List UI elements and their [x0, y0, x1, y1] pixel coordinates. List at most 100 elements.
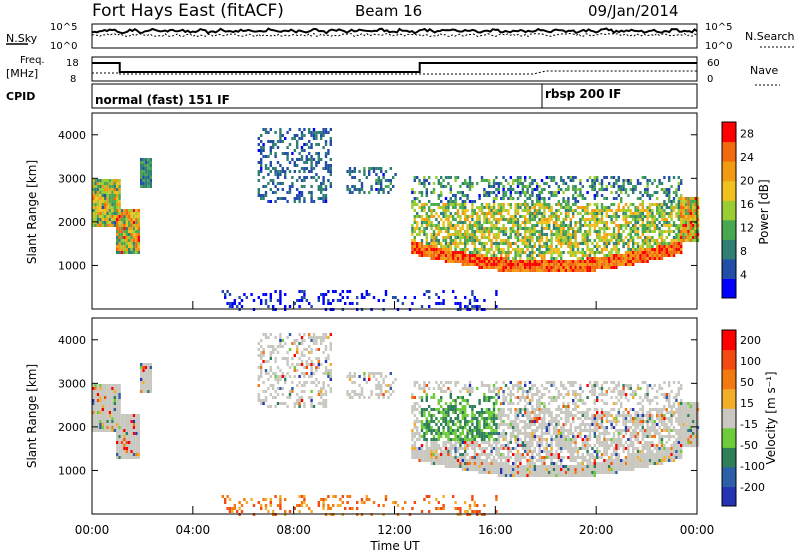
power-cell: [478, 305, 481, 308]
power-cell: [588, 185, 592, 188]
velocity-cell: [464, 438, 467, 441]
power-cell: [471, 227, 474, 230]
power-cell: [411, 230, 414, 233]
velocity-cell: [464, 465, 467, 468]
velocity-cell: [344, 507, 347, 510]
velocity-cell: [260, 345, 263, 348]
power-cell: [488, 182, 491, 185]
nave-label: Nave: [750, 64, 778, 77]
power-cell: [420, 242, 424, 245]
power-cell: [622, 263, 625, 266]
power-cell: [478, 257, 481, 260]
power-cell: [356, 302, 359, 305]
power-cell: [113, 203, 116, 206]
power-cell: [389, 167, 392, 170]
velocity-cell: [447, 435, 450, 438]
velocity-cell: [96, 429, 100, 432]
power-cell: [624, 221, 628, 224]
power-cell: [94, 215, 97, 218]
velocity-cell: [495, 387, 498, 390]
velocity-cell: [332, 495, 335, 498]
power-cell: [444, 242, 448, 245]
power-cell: [692, 230, 695, 233]
power-cell: [593, 254, 596, 257]
velocity-cell: [425, 399, 428, 402]
power-cell: [574, 200, 577, 203]
power-cell: [555, 227, 558, 230]
power-cell: [526, 260, 529, 263]
power-cell: [663, 188, 666, 191]
power-cell: [538, 245, 541, 248]
velocity-cell: [111, 426, 114, 429]
power-cell: [665, 242, 668, 245]
power-cell: [574, 185, 577, 188]
power-cell: [476, 239, 479, 242]
velocity-cell: [96, 384, 100, 387]
power-cell: [644, 248, 647, 251]
power-cell: [401, 302, 404, 305]
velocity-cell: [492, 441, 496, 444]
power-cell: [308, 170, 311, 173]
power-cell: [449, 239, 452, 242]
power-cell: [641, 248, 644, 251]
power-cell: [629, 227, 632, 230]
power-cell: [600, 257, 604, 260]
velocity-cell: [473, 444, 476, 447]
velocity-cell: [101, 429, 104, 432]
power-cell: [531, 248, 534, 251]
velocity-cell: [423, 381, 426, 384]
power-cell: [598, 212, 601, 215]
velocity-cell: [507, 450, 510, 453]
velocity-cell: [296, 504, 299, 507]
power-cell: [646, 230, 649, 233]
velocity-cell: [128, 456, 131, 459]
velocity-cell: [500, 417, 503, 420]
power-cell: [531, 263, 534, 266]
velocity-cell: [396, 504, 400, 507]
power-cell: [488, 218, 491, 221]
velocity-cell: [339, 498, 342, 501]
power-cell: [596, 257, 599, 260]
velocity-cell: [375, 378, 378, 381]
power-cell: [411, 248, 414, 251]
power-cell: [471, 251, 474, 254]
power-cell: [490, 212, 493, 215]
velocity-cell: [279, 378, 282, 381]
power-cell: [116, 248, 119, 251]
velocity-cell: [308, 357, 311, 360]
velocity-cell: [264, 507, 268, 510]
power-cell: [416, 227, 419, 230]
power-cell: [593, 215, 596, 218]
velocity-cell: [99, 399, 102, 402]
power-cell: [478, 230, 481, 233]
power-cell: [447, 254, 450, 257]
power-cell: [574, 233, 577, 236]
power-cell: [668, 248, 671, 251]
power-cell: [430, 251, 433, 254]
power-cell: [483, 215, 486, 218]
velocity-cell: [106, 426, 109, 429]
velocity-cell: [348, 495, 352, 498]
velocity-cell: [466, 468, 469, 471]
velocity-cell: [329, 507, 332, 510]
velocity-cell: [444, 423, 448, 426]
velocity-cell: [495, 438, 498, 441]
power-cell: [123, 230, 126, 233]
power-cell: [92, 221, 95, 224]
velocity-cell: [147, 378, 150, 381]
power-cell: [596, 251, 599, 254]
power-cell: [92, 218, 95, 221]
velocity-cell: [480, 408, 484, 411]
power-cell: [420, 191, 424, 194]
power-cell: [629, 248, 632, 251]
velocity-cell: [449, 450, 452, 453]
power-cell: [680, 212, 683, 215]
power-cell: [636, 179, 640, 182]
velocity-cell: [480, 414, 484, 417]
power-cell: [677, 200, 680, 203]
power-cell: [531, 215, 534, 218]
power-cell: [324, 161, 328, 164]
power-cell: [118, 233, 121, 236]
power-cell: [260, 152, 263, 155]
power-cell: [300, 167, 304, 170]
